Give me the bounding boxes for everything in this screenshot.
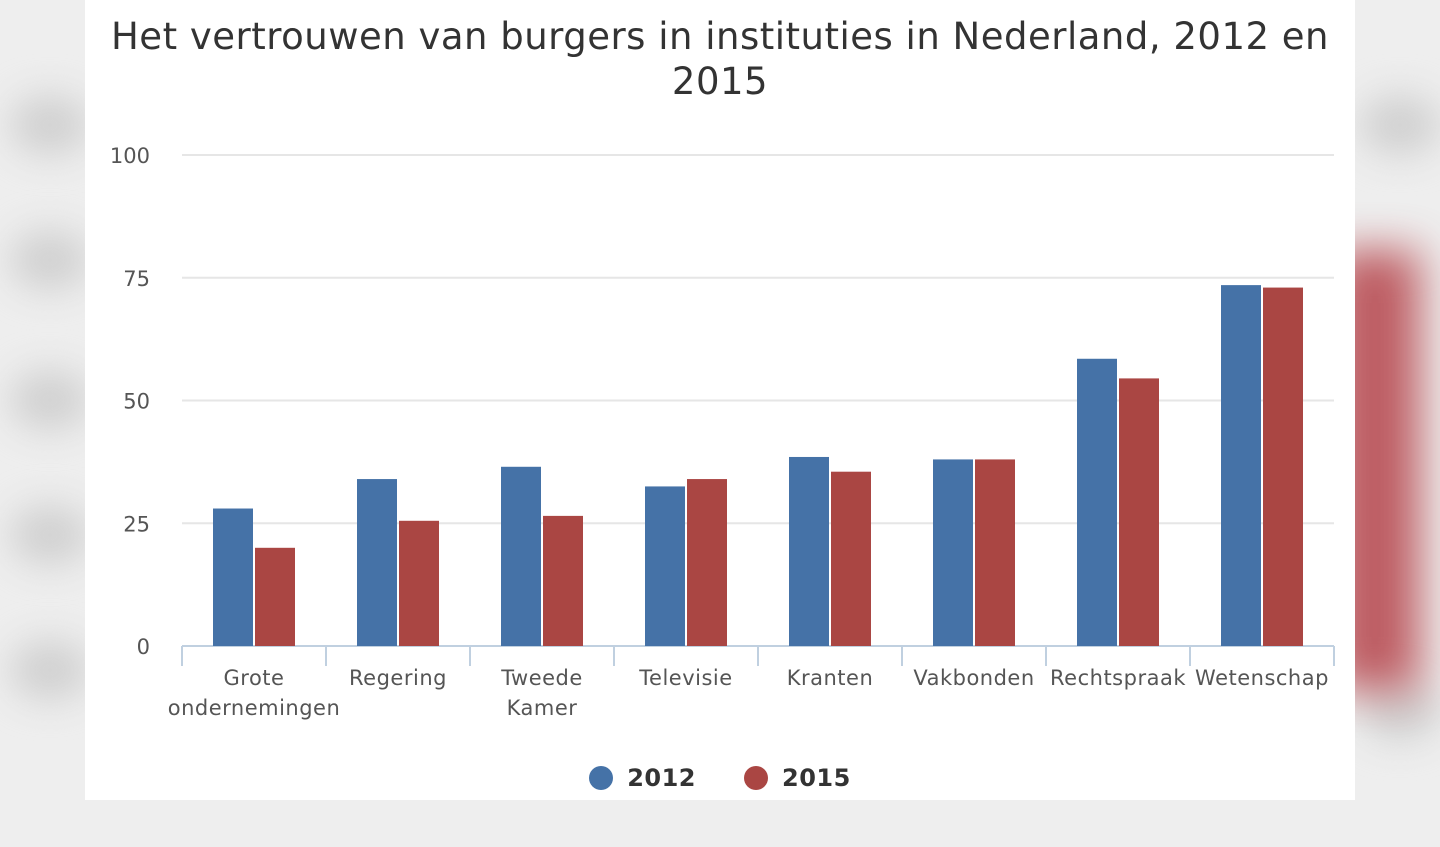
legend-marker xyxy=(744,766,768,790)
bar-2015-2 xyxy=(543,515,583,646)
x-category-label: Vakbonden xyxy=(913,666,1034,690)
x-category-label: ondernemingen xyxy=(168,696,341,720)
bar-2015-4 xyxy=(831,471,871,646)
background-blur xyxy=(10,640,90,700)
bar-2015-0 xyxy=(255,547,295,646)
bar-2015-3 xyxy=(687,479,727,646)
legend-marker xyxy=(589,766,614,790)
x-category-label: Kamer xyxy=(507,696,578,720)
background-blur xyxy=(10,230,90,290)
bar-2012-7 xyxy=(1221,285,1261,646)
x-category-label: Televisie xyxy=(638,666,732,690)
chart-legend: 2012 2015 xyxy=(85,764,1355,792)
bar-2012-5 xyxy=(933,459,973,646)
background-blur xyxy=(1360,680,1440,740)
background-blur xyxy=(10,370,90,430)
background-blur xyxy=(10,505,90,565)
x-category-label: Wetenschap xyxy=(1195,666,1329,690)
bar-2015-6 xyxy=(1119,378,1159,646)
bar-2012-3 xyxy=(645,486,685,646)
y-tick-label: 50 xyxy=(123,390,150,414)
chart-card: Het vertrouwen van burgers in institutie… xyxy=(85,0,1355,800)
bar-2015-1 xyxy=(399,520,439,646)
chart-title: Het vertrouwen van burgers in institutie… xyxy=(110,15,1329,103)
background-blur xyxy=(1360,95,1440,155)
x-category-label: Regering xyxy=(349,666,447,690)
x-category-label: Rechtspraak xyxy=(1050,666,1186,690)
x-category-label: Grote xyxy=(224,666,285,690)
y-tick-label: 100 xyxy=(110,144,150,168)
bar-2015-7 xyxy=(1263,287,1303,646)
background-blur xyxy=(10,95,90,155)
y-tick-label: 75 xyxy=(123,267,150,291)
legend-item-2015[interactable]: 2015 xyxy=(744,764,851,792)
bar-2015-5 xyxy=(975,459,1015,646)
y-tick-label: 25 xyxy=(123,512,150,536)
bar-chart: 0 25 50 75 100 Grote ondernemingen Regering Twee… xyxy=(110,144,1335,720)
bar-2012-1 xyxy=(357,479,397,646)
bar-2012-6 xyxy=(1077,358,1117,646)
x-category-label: Tweede xyxy=(500,666,583,690)
x-category-label: Kranten xyxy=(787,666,874,690)
legend-label: 2015 xyxy=(782,764,851,792)
bar-2012-2 xyxy=(501,466,541,646)
bar-2012-0 xyxy=(213,508,253,646)
y-tick-label: 0 xyxy=(137,635,150,659)
legend-label: 2012 xyxy=(627,764,696,792)
bar-2012-4 xyxy=(789,456,829,646)
legend-item-2012[interactable]: 2012 xyxy=(589,764,696,792)
